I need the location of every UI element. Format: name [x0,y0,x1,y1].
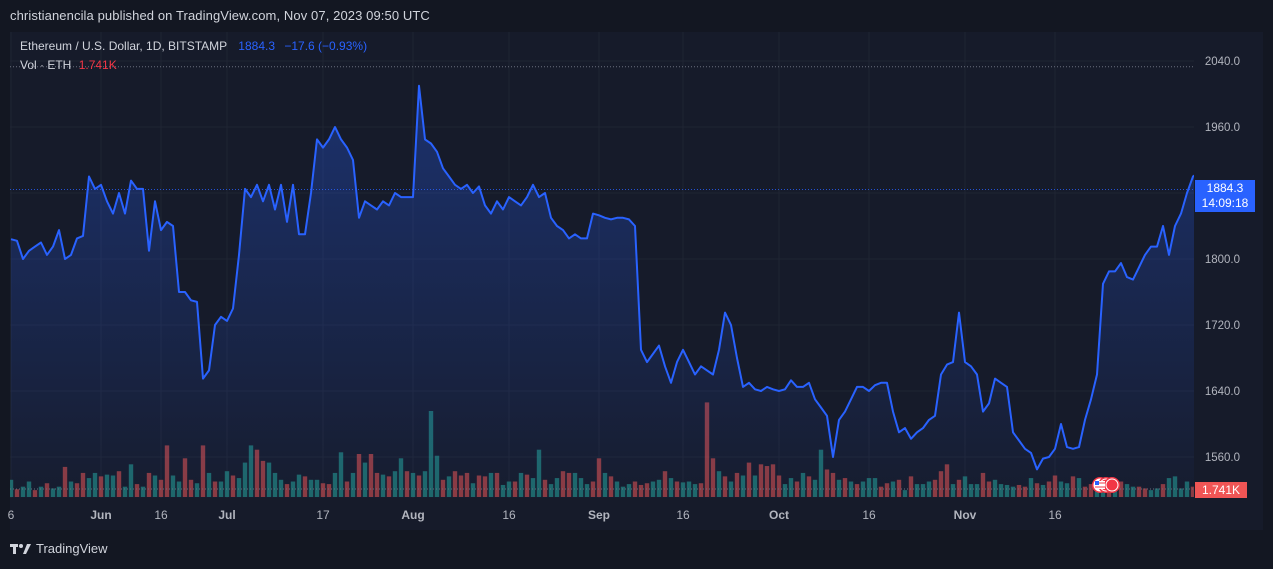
symbol-legend[interactable]: Ethereum / U.S. Dollar, 1D, BITSTAMP 188… [20,39,367,53]
volume-bar [1263,478,1267,497]
bar-countdown: 14:09:18 [1201,196,1249,210]
x-tick-label: 16 [676,508,690,522]
x-tick-label: Aug [401,508,424,522]
flag-field [1095,481,1105,489]
volume-bar [1251,469,1255,497]
x-tick-label: 16 [862,508,876,522]
x-tick-label: Jun [90,508,111,522]
footer[interactable]: TradingView [10,541,108,556]
volume-legend[interactable]: Vol · ETH 1.741K [20,58,117,72]
y-tick-label: 1640.0 [1205,386,1240,398]
markers [1092,477,1120,493]
event-flag-icon [1104,477,1120,493]
y-tick-label: 1560.0 [1205,452,1240,464]
last-volume-label: 1.741K [1195,482,1247,498]
symbol-name: Ethereum / U.S. Dollar, 1D, BITSTAMP [20,39,227,53]
volume-bar [1257,473,1261,497]
volume-legend-label: Vol · ETH [20,58,72,72]
x-tick-label: 6 [8,508,15,522]
x-tick-label: Nov [954,508,977,522]
y-axis: 2040.0 1960.0 1800.0 1720.0 1640.0 1560.0 [1205,56,1240,464]
last-price-value: 1884.3 [1206,181,1244,195]
x-tick-label: 17 [316,508,330,522]
x-tick-label: 16 [1048,508,1062,522]
price-area [10,84,1194,498]
price-area-fill [11,85,1194,498]
y-tick-label: 1960.0 [1205,122,1240,134]
legend-price: 1884.3 [238,39,275,53]
flag-canton [1095,481,1099,485]
y-tick-label: 2040.0 [1205,56,1240,68]
footer-brand: TradingView [36,541,108,556]
volume-legend-value: 1.741K [78,58,117,72]
y-tick-label: 1800.0 [1205,254,1240,266]
x-tick-label: Jul [218,508,235,522]
x-tick-label: 16 [502,508,516,522]
last-price-label: 1884.3 14:09:18 [1195,180,1255,212]
published-header: christianencila published on TradingView… [10,8,430,23]
volume-bar [1269,483,1273,497]
x-axis: 6 Jun 16 Jul 17 Aug 16 Sep 16 Oct 16 Nov 16 [8,508,1062,522]
event-flag-core [1105,478,1119,492]
y-tick-label: 1720.0 [1205,320,1240,332]
tradingview-logo-icon [10,543,31,554]
price-line [10,84,1194,471]
x-tick-label: Sep [588,508,610,522]
x-tick-label: 16 [154,508,168,522]
x-tick-label: Oct [769,508,789,522]
legend-change: −17.6 (−0.93%) [284,39,368,53]
us-flag-icon [1095,481,1105,489]
